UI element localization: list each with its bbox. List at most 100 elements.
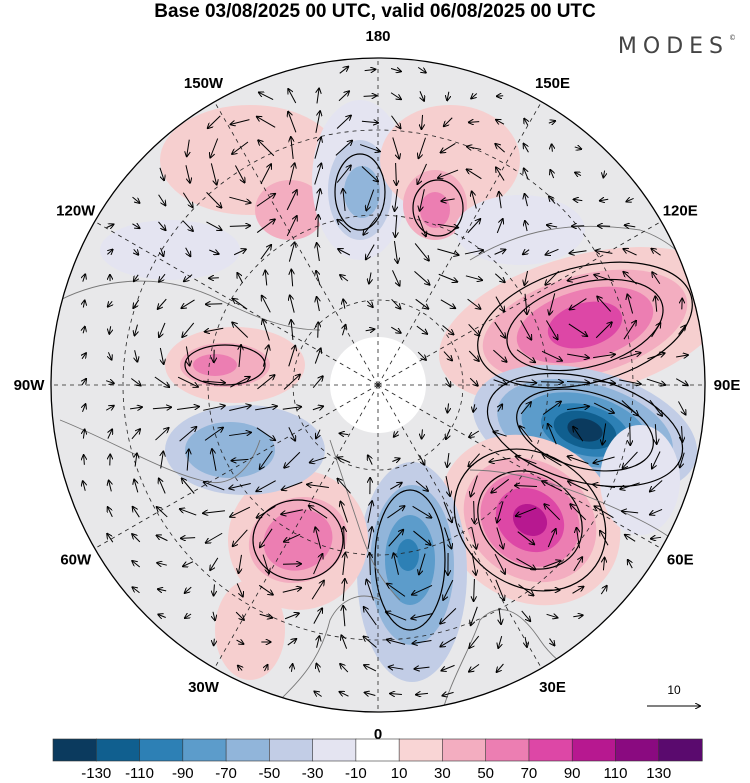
wind-arrow — [394, 241, 397, 263]
wind-arrow — [573, 615, 582, 617]
colorbar-tick-label: 110 — [604, 765, 628, 782]
longitude-label: 60W — [60, 552, 92, 569]
wind-arrow — [655, 296, 656, 312]
wind-arrow — [288, 89, 297, 104]
wind-arrow — [361, 121, 378, 123]
wind-arrow — [314, 137, 321, 159]
wind-arrow — [389, 667, 404, 669]
wind-arrow — [132, 561, 141, 568]
wind-arrow — [467, 219, 480, 234]
wind-arrow — [494, 250, 506, 255]
wind-arrow — [310, 456, 327, 462]
wind-arrow — [257, 505, 276, 517]
wind-arrow — [209, 250, 218, 254]
wind-arrow — [523, 250, 530, 255]
wind-arrow — [524, 168, 529, 180]
wind-arrow — [417, 215, 426, 237]
longitude-label: 90W — [14, 377, 46, 394]
wind-arrow — [236, 640, 244, 644]
wind-arrow — [364, 637, 377, 648]
wind-arrow — [282, 588, 301, 593]
wind-arrow — [471, 527, 477, 549]
wind-arrow — [343, 299, 345, 309]
wind-arrow — [445, 377, 451, 387]
wind-arrow — [338, 249, 351, 256]
anomaly-atlantic-weak-high — [215, 580, 285, 680]
wind-arrow — [83, 429, 84, 439]
wind-arrow — [494, 321, 506, 338]
wind-arrow — [497, 501, 504, 522]
brand-name: MODES — [617, 34, 729, 59]
wind-arrow — [210, 557, 219, 570]
wind-arrow — [525, 637, 527, 647]
wind-arrow — [550, 170, 553, 179]
wind-arrow — [287, 639, 296, 646]
wind-arrow — [183, 561, 194, 567]
colorbar — [52, 738, 703, 762]
wind-arrow — [520, 426, 533, 443]
wind-arrow — [421, 114, 422, 129]
wind-arrow — [469, 635, 480, 648]
wind-arrow — [593, 354, 615, 359]
wind-arrow — [315, 527, 322, 549]
wind-arrow — [317, 297, 320, 312]
wind-arrow — [603, 558, 604, 571]
wind-arrow — [525, 194, 528, 207]
wind-arrow — [546, 248, 559, 254]
wind-arrow — [185, 586, 192, 593]
longitude-label: 30W — [188, 679, 220, 696]
longitude-label: 120W — [56, 203, 96, 220]
wind-arrow — [440, 637, 456, 646]
wind-arrow — [186, 346, 189, 365]
wind-arrow — [312, 406, 323, 409]
wind-arrow — [682, 426, 683, 442]
wind-arrow — [468, 323, 480, 335]
wind-arrow — [180, 509, 197, 516]
wind-arrow — [233, 249, 246, 256]
wind-arrow — [344, 527, 345, 550]
wind-arrow — [131, 378, 140, 385]
anomaly-kamchatka-high — [380, 105, 520, 240]
wind-arrow — [464, 250, 483, 255]
wind-arrow — [260, 245, 271, 260]
wind-arrow — [315, 111, 320, 133]
wind-arrow — [286, 216, 297, 237]
wind-arrow — [415, 480, 428, 491]
wind-arrow — [214, 584, 215, 595]
wind-arrow — [390, 69, 401, 72]
colorbar-swatch — [658, 738, 703, 762]
wind-arrow — [651, 323, 661, 338]
wind-arrow — [469, 122, 480, 123]
wind-arrow — [368, 455, 372, 465]
wind-arrow — [256, 219, 275, 233]
wind-arrow — [256, 427, 275, 440]
wind-arrow — [206, 532, 223, 543]
wind-arrow — [619, 379, 641, 384]
colorbar-tick-label: -30 — [302, 765, 324, 782]
wind-arrow — [133, 507, 140, 518]
colorbar-tick-label: 70 — [521, 765, 538, 782]
wind-arrow — [340, 664, 349, 673]
wind-arrow — [630, 422, 631, 445]
wind-arrow — [258, 140, 275, 157]
wind-arrow — [184, 274, 193, 282]
wind-arrow — [494, 553, 505, 574]
wind-arrow — [390, 694, 402, 695]
wind-arrow — [317, 243, 320, 261]
wind-arrow — [257, 117, 276, 128]
wind-arrow — [545, 270, 560, 285]
wind-arrow — [447, 91, 449, 101]
wind-arrow — [229, 483, 251, 489]
wind-arrow — [489, 457, 511, 462]
wind-arrow — [370, 553, 371, 576]
wind-arrow — [108, 301, 112, 306]
wind-arrow — [182, 220, 193, 231]
wind-arrow — [471, 553, 476, 575]
wind-arrow — [516, 456, 537, 465]
wind-arrow — [387, 584, 406, 597]
wind-arrow — [238, 666, 242, 671]
wind-arrow — [340, 692, 349, 696]
wind-arrow — [593, 402, 614, 413]
wind-arrow — [256, 194, 275, 207]
wind-arrow — [573, 427, 584, 442]
